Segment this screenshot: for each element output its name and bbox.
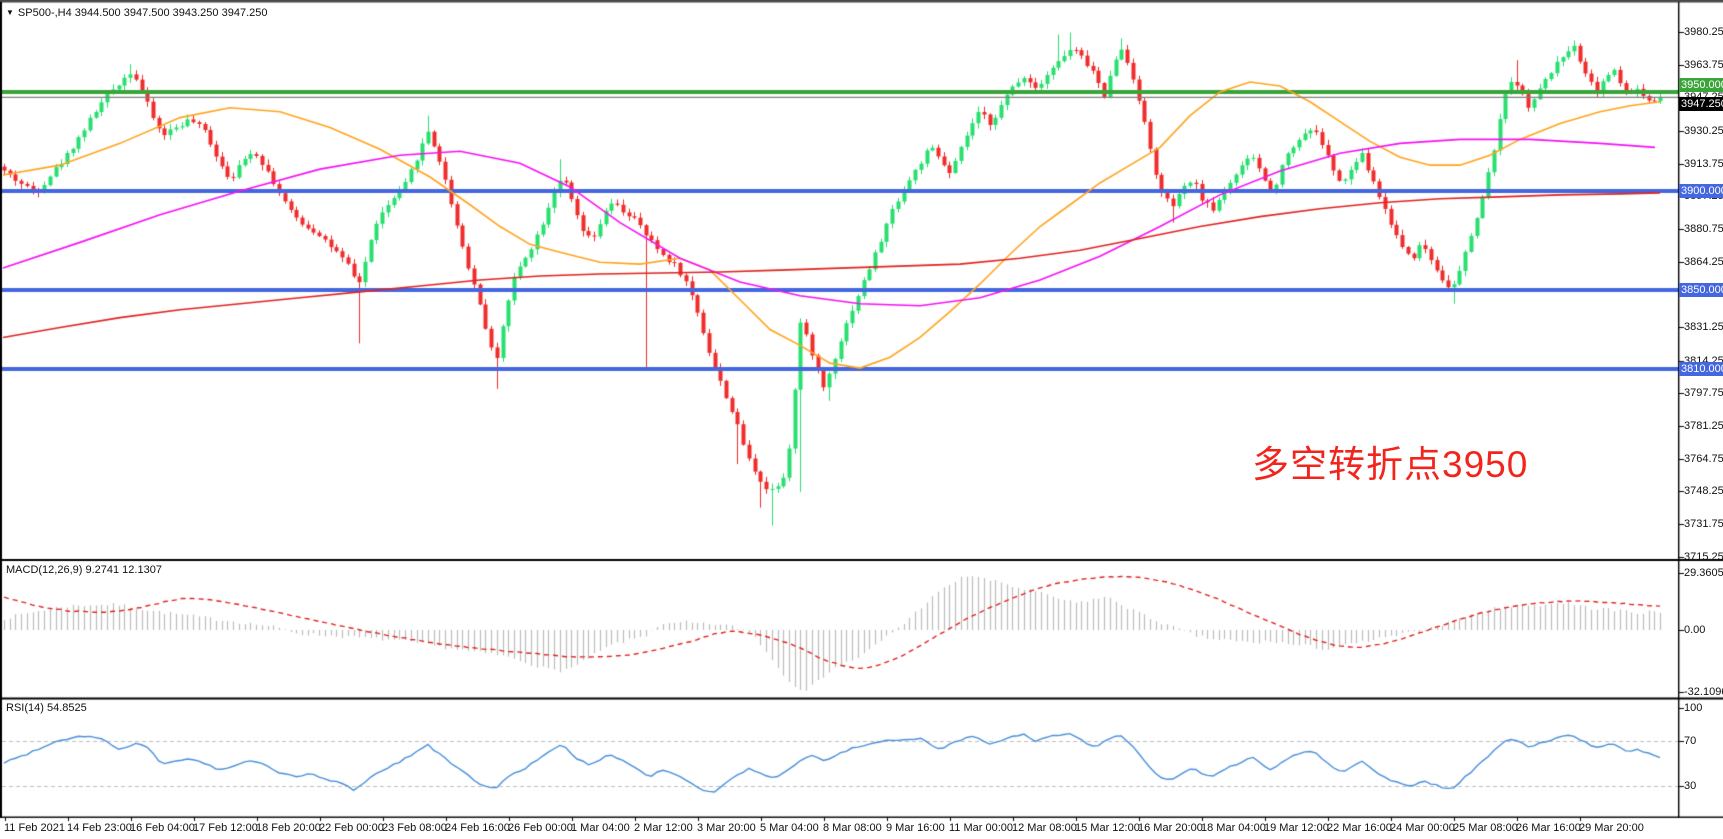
hline-price-label: 3810.000	[1679, 362, 1723, 377]
time-tick-label: 2 Mar 12:00	[634, 822, 693, 834]
time-tick-label: 17 Feb 12:00	[193, 822, 258, 834]
time-tick-label: 24 Mar 00:00	[1390, 822, 1455, 834]
time-tick-label: 9 Mar 16:00	[886, 822, 945, 834]
time-tick-label: 14 Feb 23:00	[67, 822, 132, 834]
macd-scale-zero: 0.00	[1684, 624, 1706, 636]
turning-point-annotation: 多空转折点3950	[1252, 444, 1529, 485]
price-tick-label: 3930.250	[1684, 125, 1723, 137]
macd-indicator-label: MACD(12,26,9) 9.2741 12.1307	[6, 564, 162, 576]
symbol-dropdown-icon[interactable]: ▼	[6, 8, 14, 17]
macd-scale-min: -32.1096	[1684, 686, 1723, 699]
price-tick-label: 3764.750	[1684, 452, 1723, 465]
time-tick-label: 8 Mar 08:00	[823, 822, 882, 834]
price-tick-label: 3864.250	[1684, 255, 1723, 268]
current-price-label: 3947.250	[1679, 97, 1723, 112]
time-tick-label: 5 Mar 04:00	[760, 822, 819, 834]
price-tick-label: 3715.250	[1684, 550, 1723, 563]
macd-scale-max: 29.3605	[1684, 567, 1723, 580]
price-tick-label: 3913.750	[1684, 157, 1723, 170]
hline-price-label: 3850.000	[1679, 282, 1723, 297]
rsi-scale-70: 70	[1684, 735, 1697, 748]
price-tick-label: 3748.250	[1684, 485, 1723, 498]
time-tick-label: 3 Mar 20:00	[697, 822, 756, 834]
time-tick-label: 11 Mar 00:00	[949, 822, 1014, 834]
time-tick-label: 22 Mar 16:00	[1327, 822, 1392, 834]
price-tick-label: 3963.750	[1684, 58, 1723, 71]
time-tick-label: 15 Mar 12:00	[1075, 822, 1140, 834]
time-tick-label: 12 Mar 08:00	[1012, 822, 1077, 834]
price-tick-label: 3880.750	[1684, 223, 1723, 235]
time-tick-label: 29 Mar 20:00	[1579, 822, 1644, 834]
rsi-indicator-label: RSI(14) 54.8525	[6, 702, 87, 714]
time-tick-label: 25 Mar 08:00	[1453, 822, 1518, 834]
time-tick-label: 26 Mar 16:00	[1516, 822, 1581, 834]
time-tick-label: 1 Mar 04:00	[571, 822, 630, 834]
hline-price-label: 3900.000	[1679, 183, 1723, 198]
time-tick-label: 16 Mar 20:00	[1138, 822, 1203, 834]
time-tick-label: 16 Feb 04:00	[130, 822, 195, 834]
price-tick-label: 3831.250	[1684, 321, 1723, 334]
time-tick-label: 24 Feb 16:00	[445, 822, 510, 834]
time-tick-label: 23 Feb 08:00	[382, 822, 447, 834]
time-tick-label: 18 Feb 20:00	[256, 822, 321, 834]
price-tick-label: 3781.250	[1684, 420, 1723, 433]
hline-price-label: 3950.000	[1679, 77, 1723, 92]
time-tick-label: 19 Mar 12:00	[1264, 822, 1329, 834]
time-tick-label: 18 Mar 04:00	[1201, 822, 1266, 834]
price-tick-label: 3797.750	[1684, 387, 1723, 400]
price-tick-label: 3980.250	[1684, 26, 1723, 38]
time-tick-label: 26 Feb 00:00	[508, 822, 573, 834]
rsi-scale-100: 100	[1684, 702, 1703, 714]
time-tick-label: 11 Feb 2021	[4, 822, 65, 834]
symbol-info[interactable]: ▼ SP500-,H4 3944.500 3947.500 3943.250 39…	[6, 7, 267, 19]
time-tick-label: 22 Feb 00:00	[319, 822, 384, 834]
rsi-scale-30: 30	[1684, 779, 1697, 792]
price-tick-label: 3731.750	[1684, 518, 1723, 531]
symbol-ohlc-text: SP500-,H4 3944.500 3947.500 3943.250 394…	[17, 7, 268, 19]
